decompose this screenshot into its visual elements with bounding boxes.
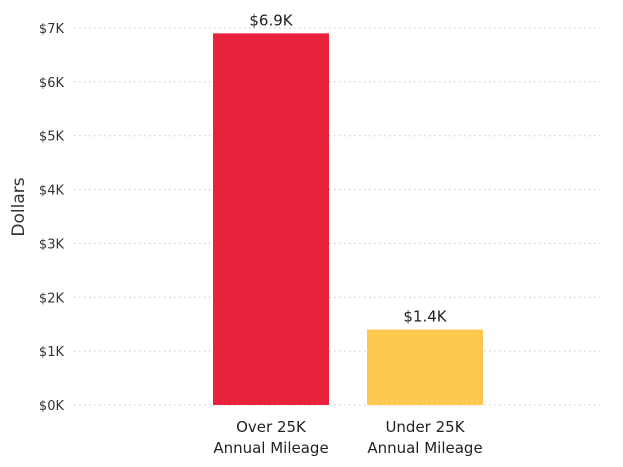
y-tick-label: $6K bbox=[39, 76, 65, 91]
y-tick-label: $0K bbox=[39, 399, 65, 414]
y-tick-label: $5K bbox=[39, 130, 65, 145]
x-tick-label-line: Annual Mileage bbox=[213, 439, 328, 457]
data-label: $6.9K bbox=[249, 11, 293, 29]
y-tick-label: $3K bbox=[39, 237, 65, 252]
x-tick-label-line: Under 25K bbox=[385, 418, 465, 436]
x-tick-label-line: Over 25K bbox=[236, 418, 307, 436]
bar bbox=[213, 33, 329, 406]
y-tick-label: $4K bbox=[39, 184, 65, 199]
y-tick-label: $1K bbox=[39, 345, 65, 360]
y-axis-title: Dollars bbox=[9, 177, 29, 236]
x-axis-ticks: Over 25K Annual Mileage Under 25K Annual Mi… bbox=[213, 418, 482, 457]
y-axis-ticks: $0K $1K $2K $3K $4K $5K $6K $7K bbox=[39, 22, 65, 414]
y-tick-label: $7K bbox=[39, 22, 65, 37]
bars bbox=[213, 33, 483, 406]
bar bbox=[367, 329, 483, 405]
gridlines bbox=[74, 27, 600, 406]
x-tick-label-line: Annual Mileage bbox=[367, 439, 482, 457]
data-labels: $6.9K $1.4K bbox=[249, 11, 447, 325]
data-label: $1.4K bbox=[403, 308, 447, 326]
x-tick-label: Over 25K Annual Mileage bbox=[213, 418, 328, 457]
y-tick-label: $2K bbox=[39, 291, 65, 306]
x-tick-label: Under 25K Annual Mileage bbox=[367, 418, 482, 457]
